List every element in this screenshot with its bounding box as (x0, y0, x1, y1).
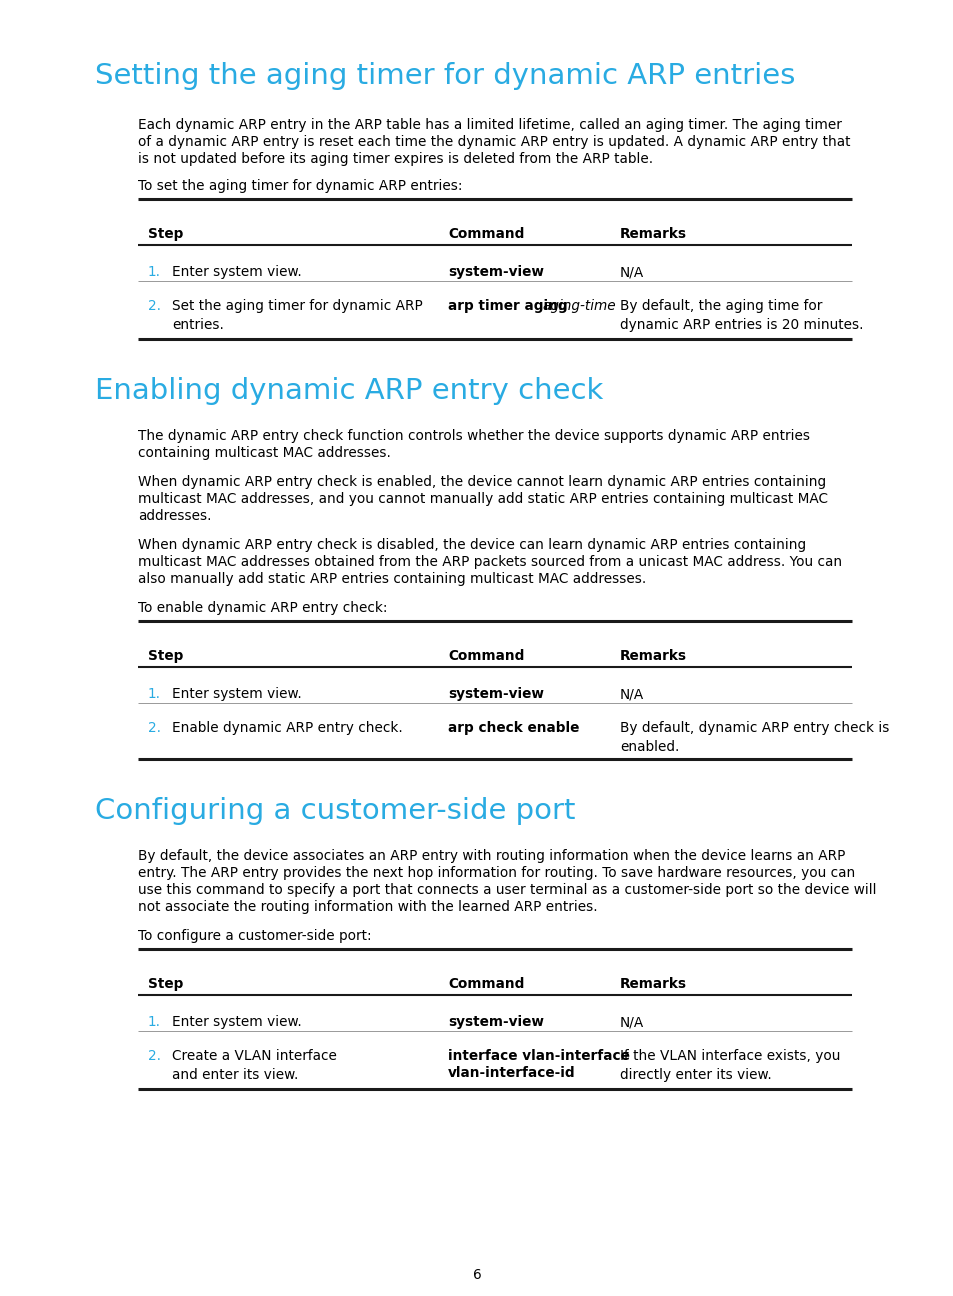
Text: If the VLAN interface exists, you
directly enter its view.: If the VLAN interface exists, you direct… (619, 1048, 840, 1082)
Text: Each dynamic ARP entry in the ARP table has a limited lifetime, called an aging : Each dynamic ARP entry in the ARP table … (138, 118, 841, 132)
Text: 6: 6 (472, 1267, 481, 1282)
Text: To configure a customer-side port:: To configure a customer-side port: (138, 929, 372, 943)
Text: Enabling dynamic ARP entry check: Enabling dynamic ARP entry check (95, 377, 602, 404)
Text: Set the aging timer for dynamic ARP
entries.: Set the aging timer for dynamic ARP entr… (172, 299, 422, 332)
Text: N/A: N/A (619, 264, 643, 279)
Text: system-view: system-view (448, 687, 543, 701)
Text: Remarks: Remarks (619, 227, 686, 241)
Text: multicast MAC addresses obtained from the ARP packets sourced from a unicast MAC: multicast MAC addresses obtained from th… (138, 555, 841, 569)
Text: Step: Step (148, 649, 183, 664)
Text: The dynamic ARP entry check function controls whether the device supports dynami: The dynamic ARP entry check function con… (138, 429, 809, 443)
Text: Step: Step (148, 227, 183, 241)
Text: also manually add static ARP entries containing multicast MAC addresses.: also manually add static ARP entries con… (138, 572, 645, 586)
Text: is not updated before its aging timer expires is deleted from the ARP table.: is not updated before its aging timer ex… (138, 152, 653, 166)
Text: use this command to specify a port that connects a user terminal as a customer-s: use this command to specify a port that … (138, 883, 876, 897)
Text: Step: Step (148, 977, 183, 991)
Text: Setting the aging timer for dynamic ARP entries: Setting the aging timer for dynamic ARP … (95, 62, 795, 89)
Text: 2.: 2. (148, 721, 161, 735)
Text: interface vlan-interface
vlan-interface-id: interface vlan-interface vlan-interface-… (448, 1048, 629, 1081)
Text: Command: Command (448, 227, 524, 241)
Text: Remarks: Remarks (619, 649, 686, 664)
Text: N/A: N/A (619, 687, 643, 701)
Text: N/A: N/A (619, 1015, 643, 1029)
Text: 1.: 1. (148, 264, 161, 279)
Text: 1.: 1. (148, 687, 161, 701)
Text: When dynamic ARP entry check is enabled, the device cannot learn dynamic ARP ent: When dynamic ARP entry check is enabled,… (138, 476, 825, 489)
Text: system-view: system-view (448, 1015, 543, 1029)
Text: 2.: 2. (148, 1048, 161, 1063)
Text: aging-time: aging-time (542, 299, 616, 314)
Text: By default, the device associates an ARP entry with routing information when the: By default, the device associates an ARP… (138, 849, 844, 863)
Text: containing multicast MAC addresses.: containing multicast MAC addresses. (138, 446, 391, 460)
Text: By default, the aging time for
dynamic ARP entries is 20 minutes.: By default, the aging time for dynamic A… (619, 299, 862, 332)
Text: 2.: 2. (148, 299, 161, 314)
Text: Command: Command (448, 649, 524, 664)
Text: addresses.: addresses. (138, 509, 212, 524)
Text: To set the aging timer for dynamic ARP entries:: To set the aging timer for dynamic ARP e… (138, 179, 462, 193)
Text: Remarks: Remarks (619, 977, 686, 991)
Text: not associate the routing information with the learned ARP entries.: not associate the routing information wi… (138, 899, 597, 914)
Text: multicast MAC addresses, and you cannot manually add static ARP entries containi: multicast MAC addresses, and you cannot … (138, 492, 827, 505)
Text: When dynamic ARP entry check is disabled, the device can learn dynamic ARP entri: When dynamic ARP entry check is disabled… (138, 538, 805, 552)
Text: Enable dynamic ARP entry check.: Enable dynamic ARP entry check. (172, 721, 402, 735)
Text: To enable dynamic ARP entry check:: To enable dynamic ARP entry check: (138, 601, 387, 616)
Text: entry. The ARP entry provides the next hop information for routing. To save hard: entry. The ARP entry provides the next h… (138, 866, 854, 880)
Text: arp timer aging: arp timer aging (448, 299, 572, 314)
Text: system-view: system-view (448, 264, 543, 279)
Text: Enter system view.: Enter system view. (172, 1015, 301, 1029)
Text: Command: Command (448, 977, 524, 991)
Text: Enter system view.: Enter system view. (172, 687, 301, 701)
Text: By default, dynamic ARP entry check is
enabled.: By default, dynamic ARP entry check is e… (619, 721, 888, 754)
Text: Enter system view.: Enter system view. (172, 264, 301, 279)
Text: 1.: 1. (148, 1015, 161, 1029)
Text: Create a VLAN interface
and enter its view.: Create a VLAN interface and enter its vi… (172, 1048, 336, 1082)
Text: Configuring a customer-side port: Configuring a customer-side port (95, 797, 575, 826)
Text: of a dynamic ARP entry is reset each time the dynamic ARP entry is updated. A dy: of a dynamic ARP entry is reset each tim… (138, 135, 850, 149)
Text: arp check enable: arp check enable (448, 721, 578, 735)
